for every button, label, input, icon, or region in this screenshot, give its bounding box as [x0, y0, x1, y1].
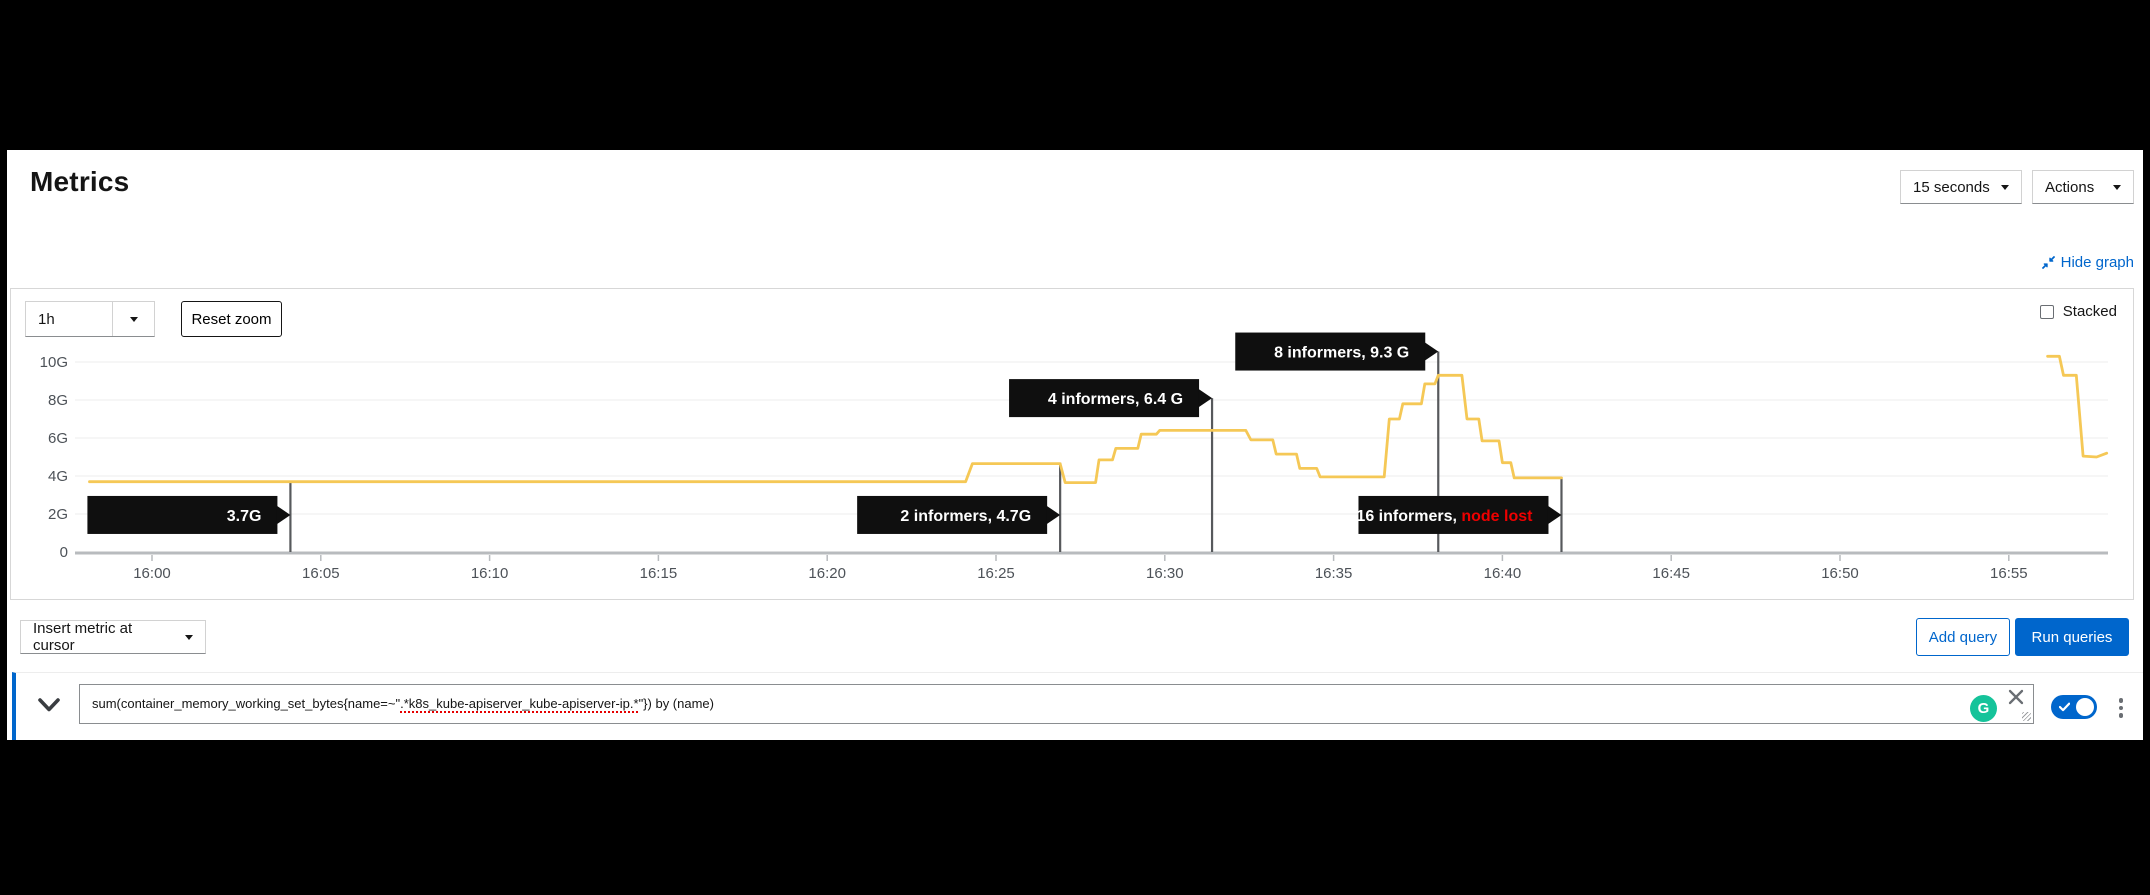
y-axis-label: 6G	[48, 430, 68, 447]
caret-down-icon	[185, 634, 193, 640]
actions-label: Actions	[2045, 178, 2095, 196]
x-axis-label: 16:50	[1821, 565, 1859, 582]
query-enabled-toggle[interactable]	[2051, 695, 2097, 719]
query-expand-chevron-down-icon[interactable]	[37, 697, 61, 713]
chart-annotation-tooltip: 2 informers, 4.7G	[857, 495, 1061, 534]
query-card: sum(container_memory_working_set_bytes{n…	[12, 672, 2143, 740]
x-axis-label: 16:00	[133, 565, 171, 582]
chart-annotation-tooltip: 3.7G	[87, 495, 291, 534]
x-axis-label: 16:55	[1990, 565, 2028, 582]
svg-text:4 informers, 6.4 G: 4 informers, 6.4 G	[1048, 391, 1183, 408]
check-icon	[2059, 702, 2070, 712]
query-text-flagged: .*k8s_kube-apiserver_kube-apiserver-ip.*	[400, 696, 639, 711]
metrics-page: Metrics 15 seconds Actions Hide graph 0 2…	[7, 150, 2143, 740]
stacked-control: Stacked	[2039, 303, 2117, 320]
duration-value: 1h	[38, 310, 55, 328]
query-input[interactable]: sum(container_memory_working_set_bytes{n…	[79, 684, 2034, 724]
y-axis-label: 10G	[40, 354, 68, 371]
chart-line	[88, 373, 1563, 484]
x-axis-label: 16:30	[1146, 565, 1184, 582]
grammarly-icon[interactable]: G	[1970, 695, 1997, 722]
compress-icon	[2041, 256, 2055, 269]
svg-text:2 informers, 4.7G: 2 informers, 4.7G	[900, 508, 1031, 525]
insert-metric-dropdown[interactable]: Insert metric at cursor	[20, 620, 206, 654]
page-title: Metrics	[30, 166, 130, 197]
x-axis-label: 16:40	[1484, 565, 1522, 582]
hide-graph-link[interactable]: Hide graph	[2041, 254, 2134, 271]
x-axis-label: 16:05	[302, 565, 340, 582]
x-axis-label: 16:35	[1315, 565, 1353, 582]
query-text-post: "}) by (name)	[638, 696, 714, 711]
metrics-chart[interactable]: 0 2G 4G 6G 8G 10G 16:00 16:05 16:10 16:15 16:20 16:…	[10, 288, 2134, 600]
resize-handle[interactable]	[2022, 712, 2031, 721]
stacked-checkbox[interactable]	[2039, 304, 2054, 319]
svg-text:16 informers, node lost: 16 informers, node lost	[1356, 508, 1533, 525]
reset-zoom-button[interactable]: Reset zoom	[181, 301, 282, 337]
kebab-menu-icon[interactable]	[2112, 695, 2130, 721]
add-query-button[interactable]: Add query	[1916, 618, 2010, 656]
refresh-interval-value: 15 seconds	[1913, 178, 1990, 196]
caret-down-icon	[2113, 184, 2121, 190]
chart-annotation-tooltip: 8 informers, 9.3 G	[1235, 332, 1439, 371]
x-axis-label: 16:15	[640, 565, 678, 582]
refresh-interval-select[interactable]: 15 seconds	[1900, 170, 2022, 204]
y-axis-label: 4G	[48, 468, 68, 485]
svg-text:3.7G: 3.7G	[227, 508, 262, 525]
actions-dropdown[interactable]: Actions	[2032, 170, 2134, 204]
hide-graph-label: Hide graph	[2060, 254, 2134, 271]
insert-metric-label: Insert metric at cursor	[33, 620, 133, 654]
y-axis-label: 2G	[48, 506, 68, 523]
x-axis-label: 16:20	[808, 565, 846, 582]
duration-select[interactable]: 1h	[25, 301, 155, 337]
run-queries-button[interactable]: Run queries	[2015, 618, 2129, 656]
y-axis-label: 8G	[48, 392, 68, 409]
x-axis-label: 16:10	[471, 565, 509, 582]
caret-down-icon	[129, 316, 138, 322]
graph-card: 0 2G 4G 6G 8G 10G 16:00 16:05 16:10 16:15 16:20 16:…	[10, 288, 2134, 600]
x-axis-label: 16:25	[977, 565, 1015, 582]
svg-text:8 informers, 9.3 G: 8 informers, 9.3 G	[1274, 345, 1409, 362]
query-text-pre: sum(container_memory_working_set_bytes{n…	[92, 696, 401, 711]
caret-down-icon	[2001, 184, 2009, 190]
chart-annotation-tooltip: 16 informers, node lost	[1356, 495, 1562, 534]
x-axis-label: 16:45	[1652, 565, 1690, 582]
chart-annotation-tooltip: 4 informers, 6.4 G	[1009, 379, 1213, 418]
chart-line	[2046, 354, 2109, 459]
close-icon[interactable]	[2007, 688, 2025, 706]
y-axis-label: 0	[60, 544, 68, 561]
stacked-label: Stacked	[2062, 303, 2117, 320]
